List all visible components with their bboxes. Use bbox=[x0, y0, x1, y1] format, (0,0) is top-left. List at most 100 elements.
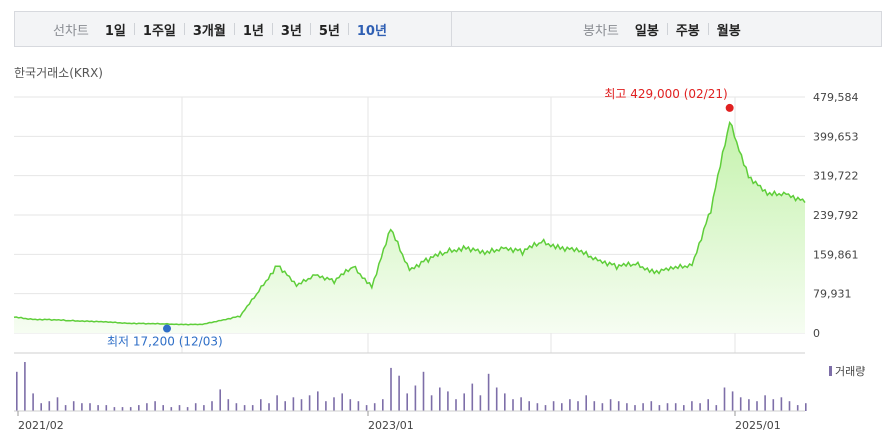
volume-bar bbox=[203, 405, 205, 411]
low-label: 최저 17,200 (12/03) bbox=[107, 335, 223, 349]
high-marker bbox=[725, 103, 734, 112]
volume-bar bbox=[731, 391, 734, 411]
volume-bar bbox=[81, 403, 83, 411]
volume-bar bbox=[463, 393, 465, 411]
separator bbox=[347, 23, 349, 35]
volume-bar bbox=[268, 403, 270, 411]
y-tick-label: 159,861 bbox=[813, 248, 859, 261]
volume-bar bbox=[772, 399, 775, 411]
volume-bar bbox=[495, 387, 498, 411]
volume-bar bbox=[154, 401, 156, 411]
volume-bar bbox=[317, 391, 319, 411]
candle-monthly[interactable]: 월봉 bbox=[716, 23, 741, 39]
volume-bar bbox=[796, 405, 799, 411]
period-3m[interactable]: 3개월 bbox=[192, 23, 226, 39]
volume-bar bbox=[113, 407, 116, 411]
volume-bar bbox=[170, 407, 173, 411]
separator bbox=[707, 23, 709, 35]
period-5y[interactable]: 5년 bbox=[318, 23, 340, 39]
volume-bar bbox=[72, 401, 75, 411]
volume-bar bbox=[146, 403, 148, 411]
volume-bar bbox=[349, 399, 352, 411]
volume-bar bbox=[276, 395, 278, 411]
volume-bar bbox=[40, 403, 42, 411]
data-source-label: 한국거래소(KRX) bbox=[14, 66, 103, 80]
volume-bar bbox=[24, 362, 26, 411]
line-chart-label: 선차트 bbox=[53, 23, 89, 39]
volume-bar bbox=[341, 393, 343, 411]
separator bbox=[309, 23, 311, 35]
volume-bar bbox=[357, 401, 360, 411]
volume-bar bbox=[48, 401, 51, 411]
volume-bar bbox=[227, 399, 230, 411]
volume-bar bbox=[300, 399, 303, 411]
volume-bar bbox=[788, 401, 791, 411]
y-tick-label: 79,931 bbox=[813, 288, 852, 301]
volume-bar bbox=[56, 397, 59, 411]
volume-bar bbox=[382, 399, 384, 411]
volume-legend-swatch bbox=[829, 366, 832, 376]
volume-bar bbox=[569, 399, 571, 411]
volume-bar bbox=[390, 367, 392, 411]
x-tick-label: 2021/02 bbox=[18, 419, 64, 432]
volume-bar bbox=[658, 405, 661, 411]
volume-bar bbox=[585, 395, 587, 411]
low-marker bbox=[163, 324, 171, 333]
separator bbox=[133, 23, 135, 35]
volume-bar bbox=[194, 403, 197, 411]
volume-bar bbox=[748, 399, 750, 411]
volume-bar bbox=[439, 387, 441, 411]
volume-bar bbox=[211, 401, 213, 411]
volume-bar bbox=[447, 391, 449, 411]
period-1d[interactable]: 1일 bbox=[104, 23, 126, 39]
volume-bar bbox=[129, 407, 132, 411]
volume-bar bbox=[178, 405, 181, 411]
volume-bar bbox=[683, 405, 685, 411]
x-tick-label: 2025/01 bbox=[735, 419, 781, 432]
volume-bar bbox=[333, 397, 335, 411]
candle-daily[interactable]: 일봉 bbox=[634, 23, 659, 39]
volume-bar bbox=[64, 405, 67, 411]
period-10y[interactable]: 10년 bbox=[356, 23, 387, 39]
volume-bar bbox=[634, 405, 636, 411]
volume-bar bbox=[617, 401, 620, 411]
volume-bar bbox=[308, 395, 311, 411]
volume-bar bbox=[219, 389, 221, 411]
candle-chart-label: 봉차트 bbox=[583, 23, 619, 39]
volume-bar bbox=[707, 399, 709, 411]
x-axis: 2021/02 2023/01 2025/01 bbox=[17, 411, 781, 432]
volume-bar bbox=[764, 395, 766, 411]
volume-bar bbox=[520, 397, 522, 411]
volume-bar bbox=[430, 395, 433, 411]
y-axis: 479,584 399,653 319,722 239,792 159,861 79,93… bbox=[813, 91, 859, 340]
volume-bar bbox=[528, 401, 530, 411]
line-chart-group: 선차트 1일 1주일 3개월 1년 3년 5년 10년 bbox=[15, 12, 452, 46]
volume-bar bbox=[422, 371, 425, 411]
period-1y[interactable]: 1년 bbox=[242, 23, 264, 39]
volume-bar bbox=[691, 401, 693, 411]
volume-bars: 거래량 bbox=[14, 362, 865, 412]
separator bbox=[666, 23, 668, 35]
volume-bar bbox=[398, 375, 400, 411]
volume-bar bbox=[699, 403, 701, 411]
volume-bar bbox=[577, 401, 579, 411]
volume-bar bbox=[666, 403, 669, 411]
volume-bar bbox=[512, 399, 514, 411]
volume-bar bbox=[121, 407, 124, 411]
price-area bbox=[14, 122, 805, 333]
volume-bar bbox=[243, 405, 246, 411]
volume-bar bbox=[609, 399, 612, 411]
y-tick-label: 479,584 bbox=[813, 91, 859, 104]
period-1w[interactable]: 1주일 bbox=[142, 23, 176, 39]
volume-bar bbox=[89, 403, 91, 411]
period-3y[interactable]: 3년 bbox=[280, 23, 302, 39]
volume-bar bbox=[32, 393, 34, 411]
y-tick-label: 0 bbox=[813, 327, 820, 340]
volume-bar bbox=[715, 405, 718, 411]
volume-bar bbox=[504, 393, 506, 411]
separator bbox=[271, 23, 273, 35]
candle-weekly[interactable]: 주봉 bbox=[675, 23, 700, 39]
volume-bar bbox=[406, 393, 408, 411]
volume-bar bbox=[642, 403, 644, 411]
